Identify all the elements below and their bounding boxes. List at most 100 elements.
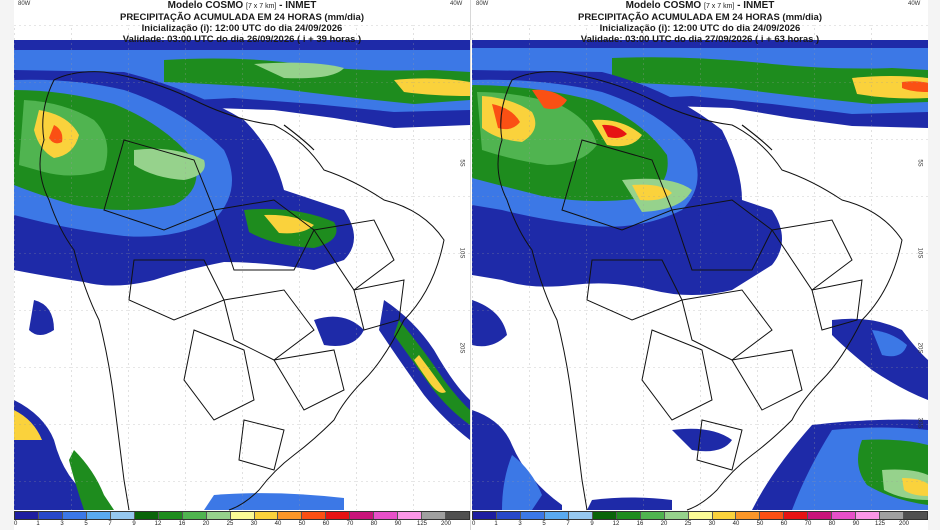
colorbar-swatch [568,512,593,519]
colorbar-tick-label: 0 [14,521,18,527]
colorbar-tick-label: 7 [108,521,112,527]
lat-label: 10S [916,247,923,259]
coastline [53,71,445,511]
valid-time: Validade: 03:00 UTC do dia 26/09/2026 ( … [122,34,362,45]
colorbar-tick-label: 40 [274,521,282,527]
init-time: Inicialização (i): 12:00 UTC do dia 24/0… [141,23,343,34]
colorbar-tick-label: 12 [154,521,162,527]
colorbar-tick-label: 25 [226,521,234,527]
colorbar-swatch [640,512,665,519]
precipitation-map [472,0,928,530]
colorbar-swatch [158,512,183,519]
colorbar-tick-label: 3 [60,521,64,527]
colorbar-swatch [616,512,641,519]
product-title: PRECIPITAÇÃO ACUMULADA EM 24 HORAS (mm/d… [577,12,823,23]
colorbar-swatch [86,512,111,519]
lon-label: 80W [18,1,31,7]
model-resolution: [7 x 7 km] [704,3,735,10]
colorbar-tick-label: 30 [250,521,258,527]
colorbar-tick-label: 1 [36,521,40,527]
colorbar-tick-label: 80 [828,521,836,527]
colorbar [472,511,928,520]
coastline [511,71,903,511]
colorbar-swatch [15,512,39,519]
agency-label: - INMET [279,0,317,11]
colorbar-swatch [38,512,63,519]
colorbar-tick-label: 20 [660,521,668,527]
init-time: Inicialização (i): 12:00 UTC do dia 24/0… [599,23,801,34]
colorbar-tick-label: 50 [756,521,764,527]
colorbar-tick-label: 1 [494,521,498,527]
colorbar-swatch [230,512,255,519]
colorbar-swatch [784,512,809,519]
colorbar-swatch [278,512,303,519]
colorbar-tick-label: 40 [732,521,740,527]
right-margin [926,0,940,530]
lon-label: 40W [908,1,921,7]
colorbar-swatch [302,512,327,519]
left-margin [0,0,14,530]
colorbar-swatch [904,512,928,519]
colorbar-tick-label: 70 [804,521,812,527]
colorbar-tick-label: 25 [684,521,692,527]
colorbar-tick-label: 70 [346,521,354,527]
model-resolution: [7 x 7 km] [246,3,277,10]
colorbar-tick-label: 200 [440,521,452,527]
colorbar-swatch [350,512,375,519]
colorbar-tick-label: 30 [708,521,716,527]
colorbar-tick-label: 20 [202,521,210,527]
model-title: Modelo COSMO [167,0,244,11]
lat-label: 20S [458,342,465,354]
colorbar-swatch [110,512,135,519]
colorbar-swatch [808,512,833,519]
colorbar-tick-label: 5 [84,521,88,527]
lon-label: 40W [450,1,463,7]
colorbar-tick-label: 7 [566,521,570,527]
lat-label: 5S [916,159,923,167]
colorbar-swatch [664,512,689,519]
colorbar-tick-label: 60 [780,521,788,527]
colorbar-tick-label: 5 [542,521,546,527]
map-header: Modelo COSMO [7 x 7 km] - INMET PRECIPIT… [14,0,470,45]
colorbar-tick-label: 3 [518,521,522,527]
colorbar-ticks: 0 1 3 5 7 9 12 16 20 25 30 40 50 60 70 80 90 125 200 [472,521,928,530]
colorbar-swatch [496,512,521,519]
map-header: Modelo COSMO [7 x 7 km] - INMET PRECIPIT… [472,0,928,45]
lat-label: 20S [916,342,923,354]
colorbar-tick-label: 60 [322,521,330,527]
colorbar-tick-label: 9 [132,521,136,527]
colorbar-tick-label: 90 [852,521,860,527]
colorbar-swatch [134,512,159,519]
colorbar-swatch [688,512,713,519]
colorbar-tick-label: 90 [394,521,402,527]
colorbar-swatch [446,512,470,519]
colorbar-tick-label: 0 [472,521,476,527]
colorbar-swatch [182,512,207,519]
colorbar-swatch [473,512,497,519]
colorbar-swatch [520,512,545,519]
colorbar-swatch [326,512,351,519]
colorbar-swatch [422,512,447,519]
colorbar-swatch [832,512,857,519]
agency-label: - INMET [737,0,775,11]
colorbar-swatch [62,512,87,519]
colorbar-swatch [254,512,279,519]
colorbar-tick-label: 200 [898,521,910,527]
colorbar-swatch [760,512,785,519]
lon-label: 80W [476,1,489,7]
colorbar-swatch [592,512,617,519]
colorbar-tick-label: 125 [874,521,886,527]
precipitation-map [14,0,470,530]
product-title: PRECIPITAÇÃO ACUMULADA EM 24 HORAS (mm/d… [119,12,365,23]
colorbar-tick-label: 16 [636,521,644,527]
forecast-map-panel-63h: Modelo COSMO [7 x 7 km] - INMET PRECIPIT… [472,0,928,530]
colorbar-swatch [880,512,905,519]
colorbar-swatch [374,512,399,519]
valid-time: Validade: 03:00 UTC do dia 27/09/2026 ( … [580,34,820,45]
lat-label: 10S [458,247,465,259]
colorbar-tick-label: 80 [370,521,378,527]
colorbar-swatch [856,512,881,519]
colorbar-swatch [206,512,231,519]
model-title: Modelo COSMO [625,0,702,11]
colorbar-swatch [398,512,423,519]
